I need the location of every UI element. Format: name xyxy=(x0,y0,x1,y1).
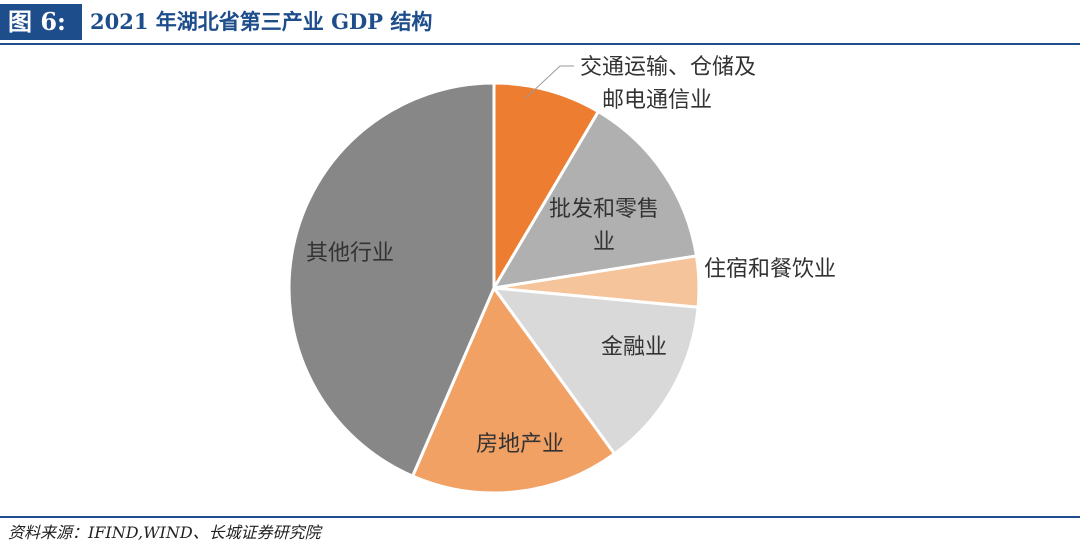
slice-label: 批发和零售业 xyxy=(549,197,659,255)
header-divider xyxy=(0,43,1080,45)
pie-slice xyxy=(287,81,496,478)
source-note: 资料来源：IFIND,WIND、长城证券研究院 xyxy=(8,523,321,542)
footer-divider xyxy=(0,516,1080,518)
slice-label: 交通运输、仓储及邮电通信业 xyxy=(580,55,756,113)
slice-label-line: 交通运输、仓储及 xyxy=(580,55,756,80)
figure-title: 2021 年湖北省第三产业 GDP 结构 xyxy=(90,9,433,34)
slice-label: 房地产业 xyxy=(476,432,564,457)
slice-label-line: 邮电通信业 xyxy=(602,88,712,113)
slice-label-line: 住宿和餐饮业 xyxy=(704,257,836,282)
slice-label-line: 批发和零售 xyxy=(549,197,659,222)
pie-slices xyxy=(287,81,701,495)
pie-slice xyxy=(492,81,600,290)
figure-number-badge: 图 6: xyxy=(0,4,82,40)
pie-slice xyxy=(492,110,698,290)
slice-label-line: 金融业 xyxy=(601,335,667,360)
leader-line xyxy=(525,65,574,99)
slice-label-line: 房地产业 xyxy=(476,432,564,457)
slice-label: 金融业 xyxy=(601,335,667,360)
slice-label: 住宿和餐饮业 xyxy=(704,257,836,282)
slice-label-line: 业 xyxy=(593,230,615,255)
pie-slice xyxy=(411,286,616,495)
pie-slice xyxy=(492,286,700,456)
slice-label: 其他行业 xyxy=(306,241,394,266)
slice-label-line: 其他行业 xyxy=(306,241,394,266)
figure-header: 图 6: 2021 年湖北省第三产业 GDP 结构 xyxy=(0,0,1080,46)
